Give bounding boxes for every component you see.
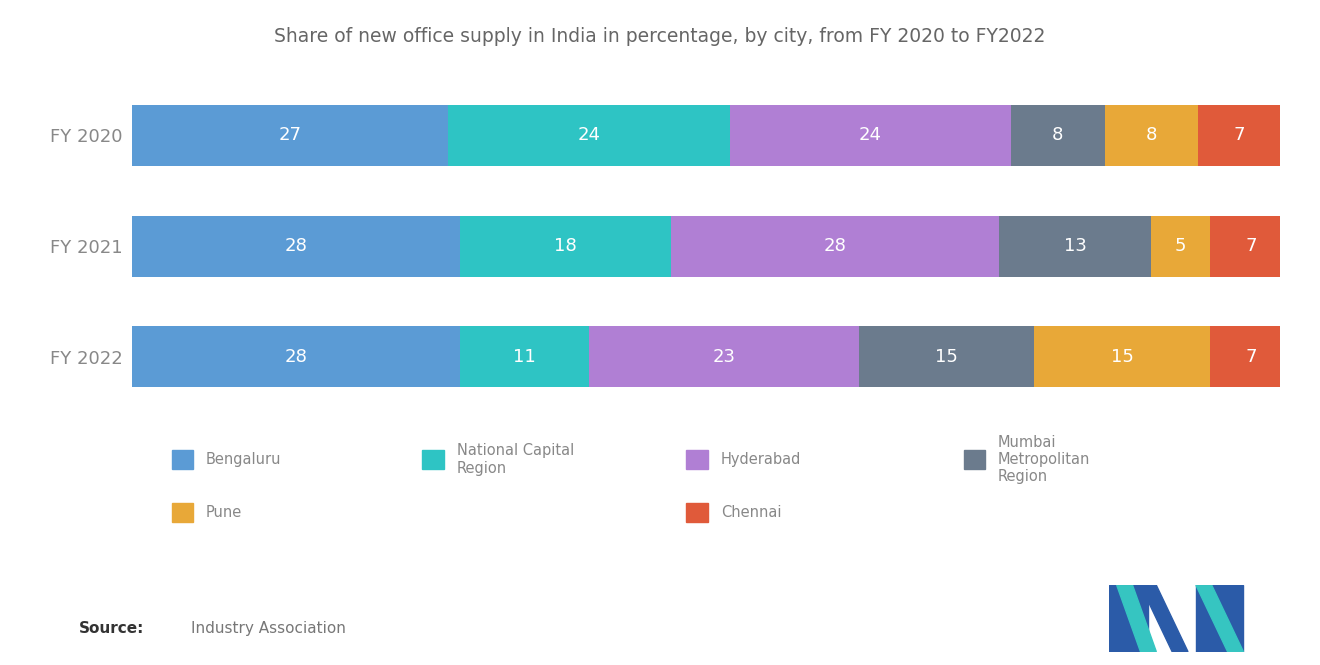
Bar <box>730 104 1011 166</box>
Text: 27: 27 <box>279 126 302 144</box>
Text: 8: 8 <box>1146 126 1158 144</box>
Text: 28: 28 <box>285 348 308 366</box>
Polygon shape <box>1109 585 1148 652</box>
Text: 7: 7 <box>1234 126 1245 144</box>
Text: Hyderabad: Hyderabad <box>721 452 801 467</box>
Bar <box>461 215 671 277</box>
Text: 24: 24 <box>578 126 601 144</box>
Bar <box>449 104 730 166</box>
Text: Source:: Source: <box>79 621 145 636</box>
Text: 28: 28 <box>824 237 846 255</box>
Bar <box>1011 104 1105 166</box>
Bar <box>999 215 1151 277</box>
Text: 8: 8 <box>1052 126 1064 144</box>
Text: 11: 11 <box>513 348 536 366</box>
Bar <box>1105 104 1199 166</box>
Text: 18: 18 <box>554 237 577 255</box>
Polygon shape <box>1196 585 1243 652</box>
Bar <box>1035 327 1210 387</box>
Text: Industry Association: Industry Association <box>191 621 346 636</box>
Text: 15: 15 <box>935 348 958 366</box>
Text: Pune: Pune <box>206 505 242 520</box>
Text: 24: 24 <box>859 126 882 144</box>
Text: 13: 13 <box>1064 237 1086 255</box>
Bar <box>1210 327 1292 387</box>
Polygon shape <box>1117 585 1156 652</box>
Text: 15: 15 <box>1110 348 1134 366</box>
Bar <box>1199 104 1280 166</box>
Bar <box>589 327 858 387</box>
Bar <box>461 327 589 387</box>
Text: 7: 7 <box>1245 348 1257 366</box>
Bar <box>132 327 461 387</box>
Text: Chennai: Chennai <box>721 505 781 520</box>
Text: Mumbai
Metropolitan
Region: Mumbai Metropolitan Region <box>998 435 1090 484</box>
Polygon shape <box>1140 585 1188 652</box>
Text: Bengaluru: Bengaluru <box>206 452 281 467</box>
Bar <box>671 215 999 277</box>
Text: National Capital
Region: National Capital Region <box>457 444 574 475</box>
Bar <box>1210 215 1292 277</box>
Bar <box>132 104 449 166</box>
Bar <box>132 215 461 277</box>
Bar <box>858 327 1035 387</box>
Text: Share of new office supply in India in percentage, by city, from FY 2020 to FY20: Share of new office supply in India in p… <box>275 27 1045 46</box>
Text: 28: 28 <box>285 237 308 255</box>
Text: 7: 7 <box>1245 237 1257 255</box>
Text: 5: 5 <box>1175 237 1187 255</box>
Polygon shape <box>1196 585 1243 652</box>
Bar <box>1151 215 1210 277</box>
Text: 23: 23 <box>713 348 735 366</box>
